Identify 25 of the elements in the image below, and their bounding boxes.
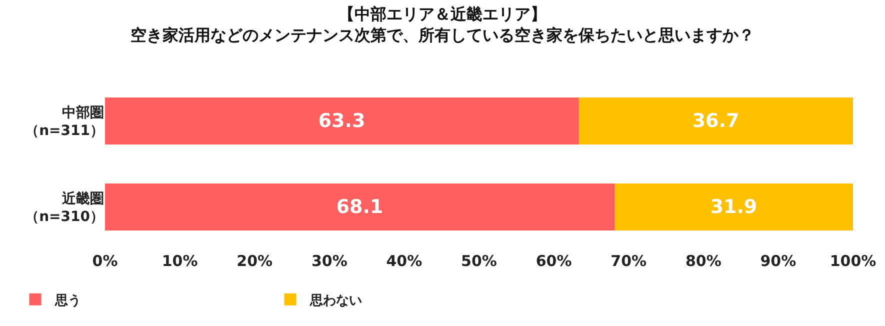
y-tick-label: 近畿圏（n=310） xyxy=(25,190,104,225)
x-tick-label: 100% xyxy=(830,252,876,270)
bar xyxy=(614,183,853,231)
bar xyxy=(105,97,578,145)
x-tick-label: 50% xyxy=(461,252,497,270)
data-label: 68.1 xyxy=(336,196,384,218)
legend-label: 思わない xyxy=(309,293,362,308)
x-tick-label: 0% xyxy=(92,252,118,270)
data-label: 63.3 xyxy=(318,110,366,132)
x-tick-label: 70% xyxy=(610,252,647,270)
data-label: 36.7 xyxy=(692,110,740,132)
chart-subtitle: 空き家活用などのメンテナンス次第で、所有している空き家を保ちたいと思いますか？ xyxy=(130,25,754,44)
chart-title: 【中部エリア＆近畿エリア】 xyxy=(338,4,546,24)
bar xyxy=(105,183,614,231)
y-tick-label: 中部圏（n=311） xyxy=(25,104,104,139)
data-label: 31.9 xyxy=(710,196,758,218)
x-tick-label: 30% xyxy=(311,252,348,270)
x-tick-label: 10% xyxy=(162,252,198,270)
legend-label: 思う xyxy=(54,293,82,308)
x-tick-label: 40% xyxy=(386,252,422,270)
x-tick-label: 90% xyxy=(760,252,796,270)
x-tick-label: 20% xyxy=(236,252,273,270)
x-tick-label: 60% xyxy=(536,252,572,270)
x-tick-label: 80% xyxy=(685,252,722,270)
bar xyxy=(578,97,853,145)
